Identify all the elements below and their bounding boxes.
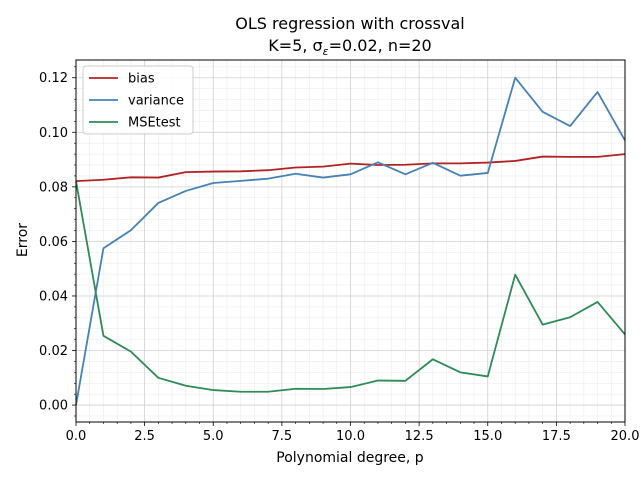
y-tick-label: 0.02 [39,344,68,359]
legend-label-variance: variance [128,94,184,109]
x-tick-label: 2.5 [134,429,155,444]
y-tick-label: 0.00 [39,399,68,414]
title-params-prefix: K=5, σ [268,36,322,55]
legend-label-bias: bias [128,72,155,87]
x-tick-label: 12.5 [405,429,434,444]
title-params-suffix: =0.02, n=20 [329,36,432,55]
x-tick-label: 7.5 [272,429,293,444]
legend: bias variance MSEtest [82,65,194,135]
y-axis-label: Error [15,223,31,257]
y-tick-label: 0.12 [39,71,68,86]
x-tick-label: 0.0 [66,429,87,444]
legend-box [82,65,194,135]
ticks: 0.0 2.5 5.0 7.5 10.0 12.5 15.0 17.5 20.0 0.00 0.02… [39,66,640,444]
x-tick-label: 15.0 [473,429,502,444]
x-axis-label: Polynomial degree, p [276,450,424,466]
x-tick-label: 17.5 [542,429,571,444]
title-sigma-subscript: ε [323,45,329,58]
x-tick-label: 10.0 [336,429,365,444]
series-line-bias [75,153,626,183]
x-tick-label: 20.0 [611,429,640,444]
x-tick-label: 5.0 [203,429,224,444]
legend-label-MSEtest: MSEtest [128,116,181,131]
y-tick-label: 0.04 [39,289,68,304]
y-tick-label: 0.10 [39,126,68,141]
series-layer [75,76,626,406]
y-tick-label: 0.06 [39,235,68,250]
y-tick-label: 0.08 [39,180,68,195]
series-line-variance [75,76,626,406]
series-line-MSEtest [75,180,626,393]
chart-title-line1: OLS regression with crossval [235,14,464,33]
chart-title-line2: K=5, σε=0.02, n=20 [268,36,431,58]
